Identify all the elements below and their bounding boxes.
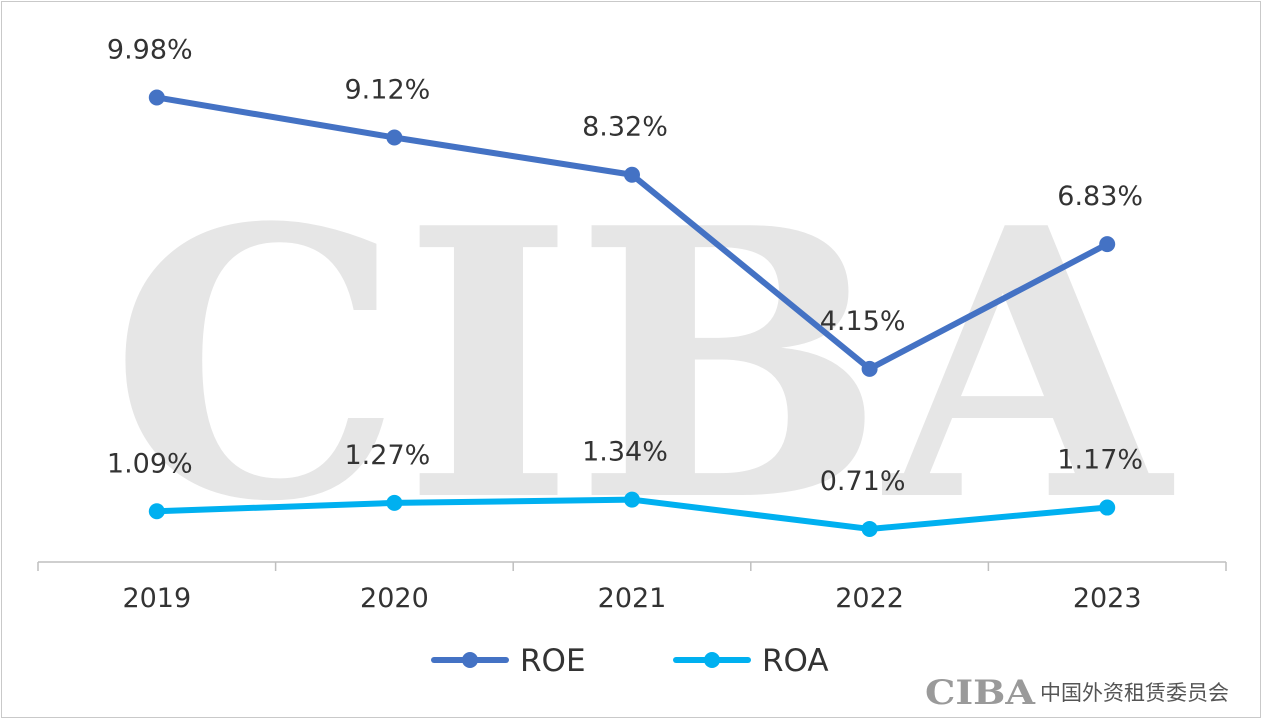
data-point-roe-2020 — [386, 129, 403, 146]
data-point-roe-2022 — [861, 360, 878, 377]
x-tick-label-2022: 2022 — [835, 583, 904, 614]
data-label-roa-2021: 1.34% — [582, 437, 668, 468]
data-point-roa-2020 — [386, 494, 403, 511]
legend: ROE ROA — [431, 643, 829, 679]
data-label-roa-2019: 1.09% — [107, 448, 193, 479]
data-label-roa-2020: 1.27% — [345, 440, 431, 471]
data-label-roa-2023: 1.17% — [1057, 445, 1143, 476]
legend-label-roe: ROE — [520, 643, 586, 679]
legend-label-roa: ROA — [762, 643, 829, 679]
brand-logo: CIBA 中国外资租赁委员会 — [925, 673, 1229, 713]
series-roe: 9.98% 9.12% 8.32% 4.15% 6.83% — [107, 34, 1143, 377]
watermark-text: CIBA — [110, 149, 1178, 583]
x-tick-label-2020: 2020 — [360, 583, 429, 614]
legend-item-roa: ROA — [673, 643, 829, 679]
data-point-roa-2021 — [624, 491, 640, 508]
data-point-roa-2022 — [861, 520, 878, 537]
data-label-roe-2019: 9.98% — [107, 34, 193, 65]
data-point-roa-2019 — [148, 503, 165, 520]
brand-logo-text: CIBA — [925, 673, 1036, 713]
data-label-roe-2020: 9.12% — [345, 75, 431, 106]
legend-swatch-marker — [462, 652, 478, 668]
data-point-roe-2021 — [624, 166, 640, 183]
x-tick-label-2019: 2019 — [122, 583, 191, 614]
data-point-roe-2019 — [148, 89, 165, 106]
x-tick-label-2023: 2023 — [1073, 583, 1142, 614]
brand-org-name: 中国外资租赁委员会 — [1040, 681, 1229, 705]
legend-item-roe: ROE — [431, 643, 586, 679]
x-tick-label-2021: 2021 — [598, 583, 667, 614]
series-roa: 1.09% 1.27% 1.34% 0.71% 1.17% — [107, 437, 1143, 537]
x-axis: 2019 2020 2021 2022 2023 — [37, 561, 1227, 614]
data-point-roe-2023 — [1099, 236, 1116, 253]
data-label-roe-2022: 4.15% — [820, 306, 906, 337]
data-label-roe-2021: 8.32% — [582, 112, 668, 143]
legend-swatch-marker — [704, 652, 720, 668]
data-point-roa-2023 — [1099, 499, 1116, 516]
data-label-roe-2023: 6.83% — [1057, 181, 1143, 212]
data-label-roa-2022: 0.71% — [820, 466, 906, 497]
series-layer: 9.98% 9.12% 8.32% 4.15% 6.83% 1.09% 1.27% 1.34%… — [107, 34, 1143, 537]
